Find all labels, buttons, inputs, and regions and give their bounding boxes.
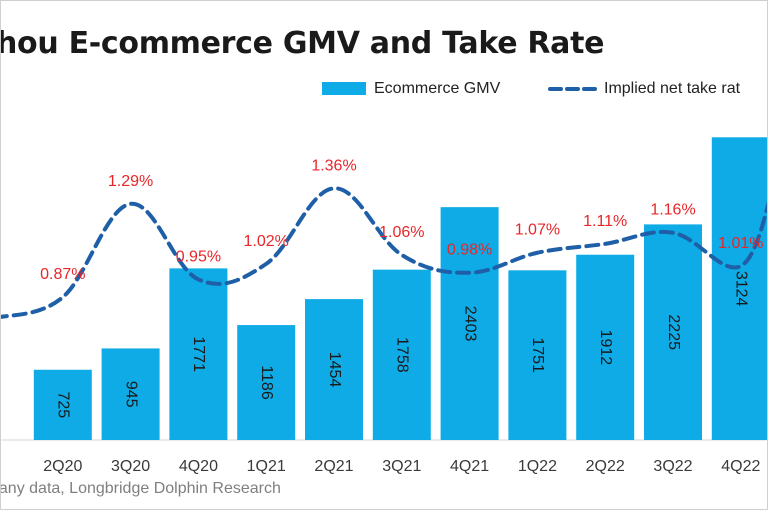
legend-swatch-gmv <box>322 82 366 95</box>
take-rate-line <box>0 186 768 319</box>
x-tick-3Q22: 3Q22 <box>653 458 692 475</box>
bar-3Q21 <box>372 269 431 440</box>
bar-1Q22 <box>508 270 567 440</box>
bar-label-2Q22: 1912 <box>597 330 614 366</box>
legend-label-take-rate: Implied net take rat <box>604 80 741 97</box>
rate-label-4Q20: 0.95% <box>176 248 221 265</box>
bar-label-3Q22: 2225 <box>665 314 682 350</box>
bar-4Q20 <box>169 268 228 440</box>
bar-label-2Q21: 1454 <box>326 352 343 388</box>
rate-label-2Q21: 1.36% <box>311 157 356 174</box>
bar-4Q21 <box>440 207 499 440</box>
x-tick-2Q20: 2Q20 <box>43 458 82 475</box>
bar-label-3Q21: 1758 <box>394 337 411 373</box>
bar-2Q21 <box>305 299 363 440</box>
source-note: pany data, Longbridge Dolphin Research <box>0 480 281 497</box>
rate-label-4Q21: 0.98% <box>447 242 492 259</box>
x-tick-1Q21: 1Q21 <box>247 458 286 475</box>
bar-label-1Q21: 1186 <box>258 365 275 400</box>
bar-4Q22 <box>711 137 768 440</box>
bar-label-1Q22: 1751 <box>529 337 546 373</box>
bar-1Q21 <box>237 325 296 440</box>
rate-label-2Q20: 0.87% <box>40 266 85 283</box>
rate-label-3Q22: 1.16% <box>650 202 695 219</box>
x-tick-2Q22: 2Q22 <box>586 458 625 475</box>
bar-2Q20 <box>33 369 92 440</box>
x-tick-2Q21: 2Q21 <box>314 458 353 475</box>
chart-title: hou E-commerce GMV and Take Rate <box>0 26 605 61</box>
bar-label-3Q20: 945 <box>122 381 139 408</box>
x-tick-3Q20: 3Q20 <box>111 458 150 475</box>
x-tick-4Q22: 4Q22 <box>721 458 760 475</box>
x-tick-4Q20: 4Q20 <box>179 458 218 475</box>
x-tick-4Q21: 4Q21 <box>450 458 489 475</box>
rate-label-3Q21: 1.06% <box>379 224 424 241</box>
legend-label-gmv: Ecommerce GMV <box>374 80 501 97</box>
bar-label-4Q22: 3124 <box>733 271 750 307</box>
rate-label-1Q21: 1.02% <box>244 233 289 250</box>
x-tick-3Q21: 3Q21 <box>382 458 421 475</box>
legend-swatch-take-rate <box>548 87 598 91</box>
bar-3Q20 <box>101 348 160 440</box>
bar-partial-first <box>0 404 1 440</box>
bar-2Q22 <box>576 254 635 440</box>
x-tick-1Q22: 1Q22 <box>518 458 557 475</box>
bar-label-4Q20: 1771 <box>190 336 207 372</box>
bar-label-4Q21: 2403 <box>461 306 478 342</box>
rate-label-1Q22: 1.07% <box>515 222 560 239</box>
rate-label-2Q22: 1.11% <box>583 213 627 230</box>
rate-label-3Q20: 1.29% <box>108 173 153 190</box>
rate-label-4Q22: 1.01% <box>718 235 763 252</box>
bar-label-2Q20: 725 <box>55 392 72 419</box>
bar-3Q22 <box>644 224 702 440</box>
